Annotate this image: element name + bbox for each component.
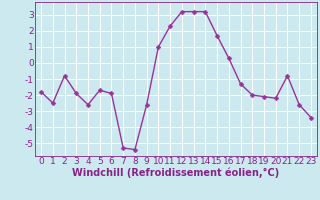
X-axis label: Windchill (Refroidissement éolien,°C): Windchill (Refroidissement éolien,°C)	[72, 168, 280, 178]
